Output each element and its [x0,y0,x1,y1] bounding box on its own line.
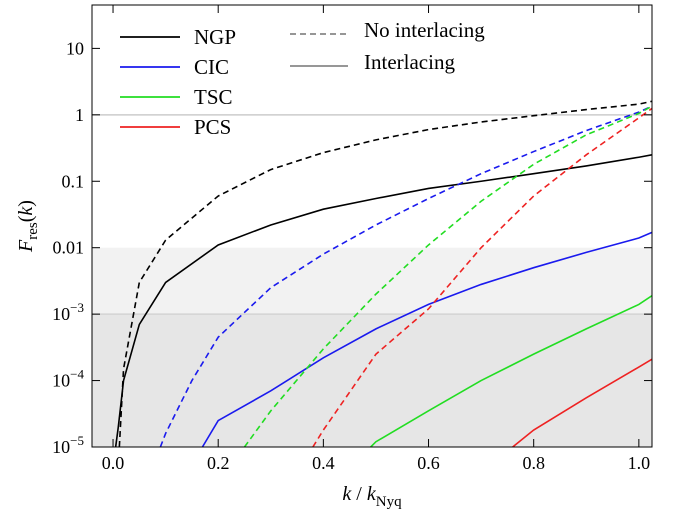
y-tick-exponent: −5 [70,433,84,448]
curve-no-interlacing [118,100,652,447]
y-label-part: res [25,222,41,240]
x-label-part: / [351,483,367,505]
curve-no-interlacing [243,105,652,447]
y-label-part: F [15,239,37,253]
y-label-part: k [15,206,37,216]
legend-label: TSC [194,85,233,109]
shaded-band [92,314,652,447]
legend-label: NGP [194,25,236,49]
shaded-band [92,247,652,315]
x-tick-label: 0.8 [522,453,545,473]
legend-label: No interlacing [364,18,485,42]
legend-label: CIC [194,55,229,79]
x-axis-label: k / kNyq [342,483,402,510]
y-tick-exponent: −3 [70,300,84,315]
x-tick-label: 0.4 [312,453,335,473]
y-tick-exponent: −4 [70,367,84,382]
y-tick-base: 10 [52,437,70,457]
plot-frame [91,4,653,448]
x-tick-label: 0.6 [417,453,440,473]
legend-label: Interlacing [364,50,455,74]
x-tick-label: 1.0 [628,453,651,473]
curve-no-interlacing [312,107,652,447]
y-tick-label: 0.01 [53,238,85,258]
x-label-part: k [367,483,377,505]
y-tick-label: 10−3 [52,300,84,324]
legend-label: PCS [194,115,231,139]
x-label-part: k [342,483,352,505]
y-axis-label: Fres(k) [15,200,41,253]
y-tick-base: 10 [52,304,70,324]
y-label-part: ) [15,200,37,207]
y-tick-label: 1 [75,105,84,125]
x-tick-label: 0.2 [207,453,230,473]
curve-interlacing [512,358,652,447]
y-tick-base: 10 [52,371,70,391]
curve-no-interlacing [159,105,652,447]
x-tick-label: 0.0 [102,453,125,473]
y-label-part: ( [15,215,37,222]
curve-interlacing [370,294,652,447]
x-label-part: Nyq [376,494,402,510]
y-tick-label: 10−4 [52,367,84,391]
y-tick-label: 0.1 [62,171,85,191]
y-tick-label: 10−5 [52,433,84,457]
y-tick-label: 10 [66,38,84,58]
curve-interlacing [201,231,652,447]
